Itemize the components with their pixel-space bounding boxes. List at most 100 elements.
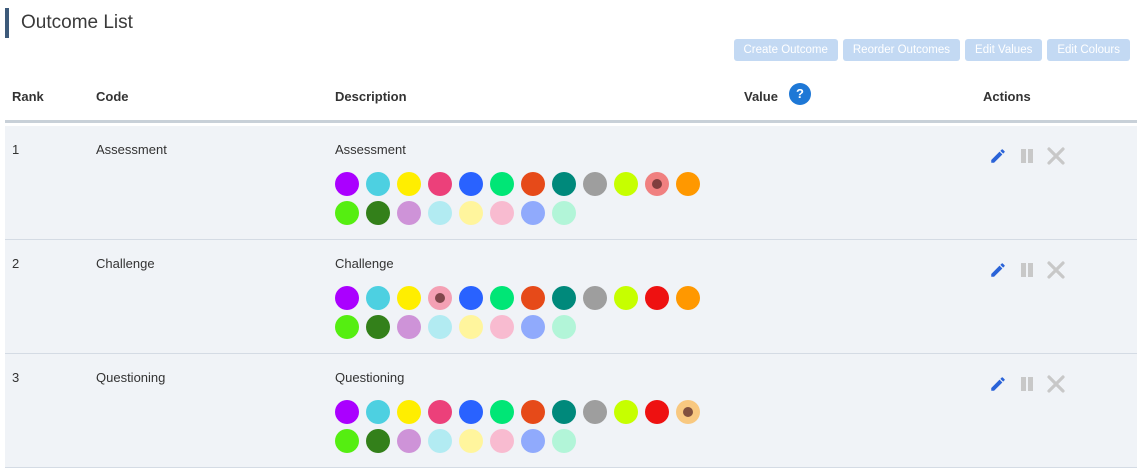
colour-swatch[interactable] bbox=[397, 400, 421, 424]
colour-swatch[interactable] bbox=[583, 286, 607, 310]
colour-swatch[interactable] bbox=[459, 400, 483, 424]
close-icon[interactable] bbox=[1046, 146, 1066, 166]
colour-swatch-selected[interactable] bbox=[428, 286, 452, 310]
colour-swatch[interactable] bbox=[459, 172, 483, 196]
pause-icon[interactable] bbox=[1017, 146, 1037, 166]
colour-swatch[interactable] bbox=[552, 400, 576, 424]
colour-swatch[interactable] bbox=[583, 172, 607, 196]
description-cell: Challenge bbox=[335, 256, 394, 271]
code-cell: Challenge bbox=[96, 256, 155, 271]
colour-swatch[interactable] bbox=[397, 429, 421, 453]
colour-swatch[interactable] bbox=[490, 429, 514, 453]
colour-swatch[interactable] bbox=[428, 315, 452, 339]
colour-swatch[interactable] bbox=[490, 315, 514, 339]
colour-swatch[interactable] bbox=[490, 400, 514, 424]
colour-swatch[interactable] bbox=[614, 400, 638, 424]
colour-swatch[interactable] bbox=[366, 172, 390, 196]
colour-swatch[interactable] bbox=[521, 315, 545, 339]
colour-swatch[interactable] bbox=[335, 315, 359, 339]
row-actions bbox=[988, 146, 1066, 166]
colour-swatches bbox=[335, 286, 715, 339]
colour-swatch[interactable] bbox=[614, 286, 638, 310]
colour-swatch[interactable] bbox=[397, 286, 421, 310]
colour-swatch[interactable] bbox=[397, 201, 421, 225]
header-code: Code bbox=[96, 89, 129, 104]
colour-swatch[interactable] bbox=[335, 172, 359, 196]
description-cell: Assessment bbox=[335, 142, 406, 157]
description-cell: Questioning bbox=[335, 370, 405, 385]
create-outcome-button[interactable]: Create Outcome bbox=[733, 39, 838, 61]
header-value: Value bbox=[744, 89, 778, 104]
colour-swatch[interactable] bbox=[490, 201, 514, 225]
table-row: 2 Challenge Challenge bbox=[5, 240, 1137, 354]
page-title-text: Outcome List bbox=[21, 12, 133, 33]
colour-swatch[interactable] bbox=[459, 429, 483, 453]
colour-swatch[interactable] bbox=[366, 201, 390, 225]
colour-swatch[interactable] bbox=[428, 201, 452, 225]
colour-swatch[interactable] bbox=[366, 315, 390, 339]
colour-swatch[interactable] bbox=[397, 172, 421, 196]
colour-swatch[interactable] bbox=[335, 400, 359, 424]
colour-swatch[interactable] bbox=[521, 172, 545, 196]
toolbar: Create Outcome Reorder Outcomes Edit Val… bbox=[733, 39, 1130, 61]
colour-swatch[interactable] bbox=[366, 286, 390, 310]
rank-cell: 3 bbox=[12, 370, 20, 385]
rank-cell: 2 bbox=[12, 256, 20, 271]
colour-swatch[interactable] bbox=[645, 400, 669, 424]
rank-cell: 1 bbox=[12, 142, 20, 157]
close-icon[interactable] bbox=[1046, 374, 1066, 394]
pause-icon[interactable] bbox=[1017, 260, 1037, 280]
colour-swatch[interactable] bbox=[676, 172, 700, 196]
colour-swatch[interactable] bbox=[552, 429, 576, 453]
edit-colours-button[interactable]: Edit Colours bbox=[1047, 39, 1130, 61]
colour-swatch[interactable] bbox=[645, 286, 669, 310]
table-row: 3 Questioning Questioning bbox=[5, 354, 1137, 468]
colour-swatch[interactable] bbox=[521, 286, 545, 310]
colour-swatch[interactable] bbox=[521, 400, 545, 424]
header-rank: Rank bbox=[12, 89, 44, 104]
colour-swatch[interactable] bbox=[366, 429, 390, 453]
colour-swatch[interactable] bbox=[490, 172, 514, 196]
page-title: Outcome List bbox=[5, 8, 133, 38]
pencil-icon[interactable] bbox=[988, 146, 1008, 166]
colour-swatch[interactable] bbox=[552, 172, 576, 196]
colour-swatch[interactable] bbox=[614, 172, 638, 196]
code-cell: Questioning bbox=[96, 370, 166, 385]
colour-swatch[interactable] bbox=[552, 201, 576, 225]
colour-swatch[interactable] bbox=[366, 400, 390, 424]
colour-swatch[interactable] bbox=[521, 201, 545, 225]
colour-swatch[interactable] bbox=[428, 400, 452, 424]
pencil-icon[interactable] bbox=[988, 374, 1008, 394]
colour-swatch[interactable] bbox=[335, 201, 359, 225]
colour-swatch[interactable] bbox=[459, 201, 483, 225]
question-icon[interactable]: ? bbox=[789, 83, 811, 105]
colour-swatch[interactable] bbox=[552, 315, 576, 339]
close-icon[interactable] bbox=[1046, 260, 1066, 280]
colour-swatch[interactable] bbox=[552, 286, 576, 310]
colour-swatch[interactable] bbox=[335, 286, 359, 310]
colour-swatch[interactable] bbox=[459, 286, 483, 310]
table-row: 1 Assessment Assessment bbox=[5, 126, 1137, 240]
colour-swatch[interactable] bbox=[428, 429, 452, 453]
pause-icon[interactable] bbox=[1017, 374, 1037, 394]
row-actions bbox=[988, 374, 1066, 394]
colour-swatch[interactable] bbox=[335, 429, 359, 453]
reorder-outcomes-button[interactable]: Reorder Outcomes bbox=[842, 39, 961, 61]
colour-swatch[interactable] bbox=[428, 172, 452, 196]
colour-swatch[interactable] bbox=[676, 286, 700, 310]
header-actions: Actions bbox=[983, 89, 1031, 104]
colour-swatches bbox=[335, 400, 715, 453]
colour-swatch[interactable] bbox=[397, 315, 421, 339]
pencil-icon[interactable] bbox=[988, 260, 1008, 280]
colour-swatch[interactable] bbox=[583, 400, 607, 424]
colour-swatch[interactable] bbox=[521, 429, 545, 453]
code-cell: Assessment bbox=[96, 142, 167, 157]
header-description: Description bbox=[335, 89, 407, 104]
colour-swatch-selected[interactable] bbox=[645, 172, 669, 196]
colour-swatch-selected[interactable] bbox=[676, 400, 700, 424]
edit-values-button[interactable]: Edit Values bbox=[965, 39, 1043, 61]
colour-swatch[interactable] bbox=[459, 315, 483, 339]
table-header: Rank Code Description Value ? Actions bbox=[5, 77, 1137, 123]
row-actions bbox=[988, 260, 1066, 280]
colour-swatch[interactable] bbox=[490, 286, 514, 310]
